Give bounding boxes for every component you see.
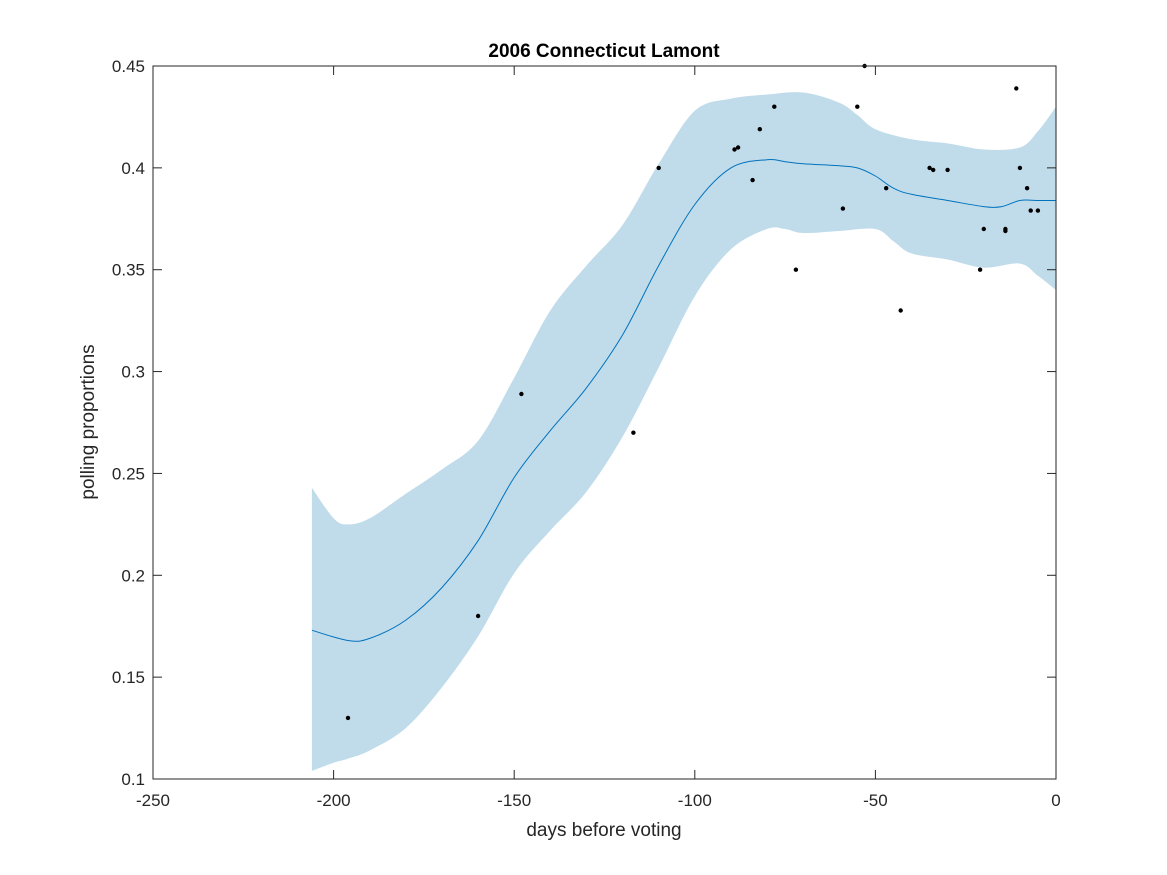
y-axis-label: polling proportions — [78, 344, 99, 499]
x-tick-label: 0 — [1051, 791, 1060, 810]
poll-point — [884, 186, 889, 191]
y-tick-label: 0.35 — [112, 261, 145, 280]
poll-point — [732, 147, 737, 152]
poll-point — [519, 391, 524, 397]
poll-point — [345, 715, 351, 721]
poll-point — [1003, 228, 1008, 234]
poll-point — [931, 167, 936, 173]
poll-point — [945, 167, 950, 173]
chart-title: 2006 Connecticut Lamont — [488, 41, 720, 62]
x-tick-label: -100 — [678, 791, 712, 810]
poll-point — [475, 613, 481, 619]
poll-point — [793, 267, 799, 272]
y-tick-label: 0.1 — [121, 770, 145, 789]
fitted-trend-line — [311, 158, 1056, 642]
y-tick-label: 0.25 — [112, 464, 145, 483]
poll-point — [1014, 86, 1019, 91]
poll-point — [735, 145, 741, 150]
y-tick-label: 0.15 — [112, 668, 145, 687]
x-tick-label: -50 — [863, 791, 888, 810]
y-tick-label: 0.2 — [121, 566, 145, 585]
poll-point — [981, 226, 986, 232]
y-tick-label: 0.3 — [121, 363, 145, 382]
x-tick-label: -150 — [497, 791, 531, 810]
poll-point — [1024, 186, 1030, 191]
axes-box — [152, 65, 1057, 780]
poll-point — [656, 165, 661, 171]
poll-point — [840, 206, 846, 211]
x-tick-label: -200 — [317, 791, 351, 810]
poll-point — [898, 308, 903, 313]
y-tick-label: 0.4 — [121, 159, 145, 178]
poll-point — [977, 267, 983, 272]
x-tick-label: -250 — [136, 791, 170, 810]
plot-area — [311, 63, 1056, 771]
poll-point — [757, 127, 762, 132]
poll-point — [1035, 208, 1041, 213]
x-axis-label: days before voting — [526, 820, 681, 841]
poll-point — [750, 177, 755, 183]
poll-point — [1028, 208, 1033, 213]
poll-point — [927, 165, 932, 171]
poll-point — [1017, 165, 1023, 171]
poll-point — [631, 430, 636, 435]
confidence-band — [311, 92, 1056, 771]
y-tick-label: 0.45 — [112, 57, 145, 76]
poll-point — [855, 104, 860, 109]
axis-ticks: -250 -200 -150 -100 -50 0 0.1 0.15 0.2 0.25 0.3 0.3… — [112, 57, 1061, 810]
poll-point — [772, 104, 777, 109]
